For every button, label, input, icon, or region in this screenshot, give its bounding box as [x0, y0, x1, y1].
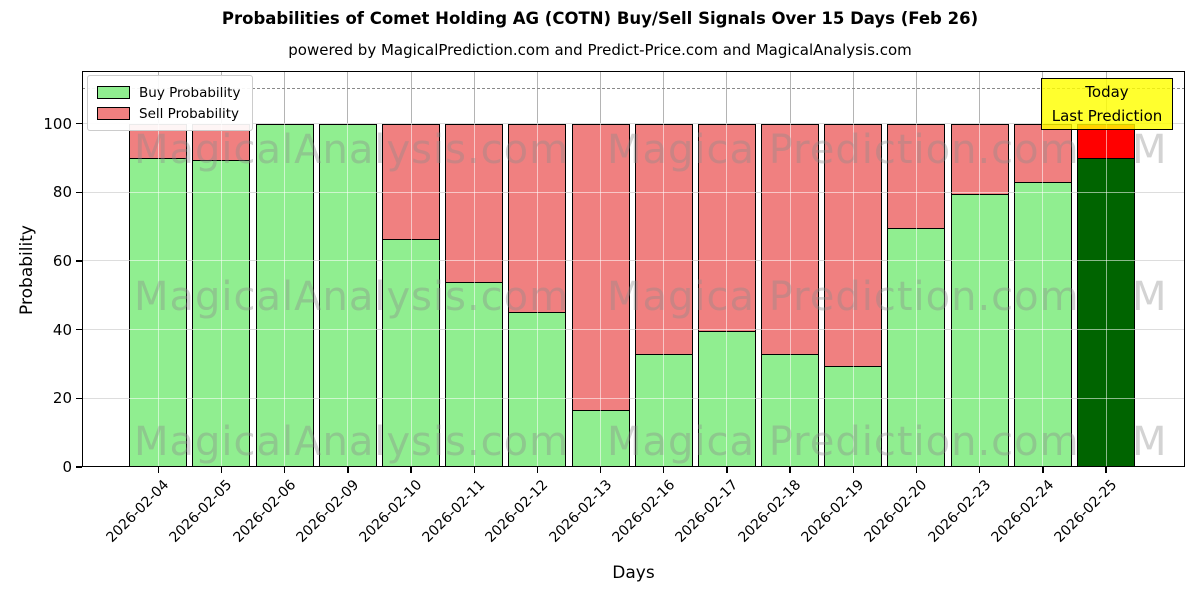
- vertical-gridline-overlay: [536, 123, 538, 467]
- watermark-text: M: [1132, 419, 1168, 465]
- y-tick-label: 40: [52, 320, 72, 339]
- vertical-gridline-overlay: [915, 123, 917, 467]
- vertical-gridline-overlay: [157, 123, 159, 467]
- watermark-text: Magica Prediction.com: [607, 127, 1080, 173]
- watermark-text: MagicalAnalysis.com: [134, 127, 570, 173]
- horizontal-gridline-overlay: [82, 397, 1185, 399]
- horizontal-gridline-overlay: [82, 191, 1185, 193]
- vertical-gridline-overlay: [284, 123, 286, 467]
- sell-swatch-icon: [97, 107, 130, 120]
- y-tick-label: 60: [52, 251, 72, 270]
- y-tick-label: 0: [62, 458, 72, 476]
- y-tick-mark: [76, 466, 82, 468]
- plot-area: MagicalAnalysis.com Magica Prediction.com…: [82, 71, 1185, 467]
- buy-swatch-icon: [97, 86, 130, 99]
- x-tick-mark: [220, 467, 223, 473]
- threshold-dashed-line: [82, 88, 1185, 90]
- legend-row-sell: Sell Probability: [97, 103, 240, 124]
- x-tick-mark: [410, 467, 412, 473]
- annotation-line-1: Today: [1085, 83, 1129, 101]
- y-tick-mark: [76, 397, 82, 399]
- x-tick-mark: [283, 467, 286, 473]
- chart-title: Probabilities of Comet Holding AG (COTN)…: [221, 9, 979, 28]
- y-axis-label: Probability: [17, 225, 37, 315]
- horizontal-gridline-overlay: [82, 329, 1185, 331]
- x-tick-mark: [663, 467, 665, 473]
- vertical-gridline-overlay: [600, 123, 602, 467]
- y-tick-label: 100: [43, 114, 72, 133]
- vertical-gridline-overlay: [789, 123, 791, 467]
- vertical-gridline-overlay: [347, 123, 349, 467]
- vertical-gridline-overlay: [220, 123, 222, 467]
- x-tick-mark: [915, 467, 918, 473]
- vertical-gridline-overlay: [1042, 123, 1044, 467]
- y-tick-mark: [76, 122, 82, 125]
- horizontal-gridline-overlay: [82, 260, 1185, 262]
- x-tick-mark: [852, 467, 854, 473]
- x-tick-mark: [473, 467, 475, 473]
- vertical-gridline-overlay: [473, 123, 475, 467]
- x-axis-label: Days: [612, 563, 655, 583]
- y-tick-mark: [76, 191, 82, 193]
- x-tick-mark: [1105, 467, 1107, 473]
- y-tick-label: 80: [52, 183, 72, 202]
- today-annotation-box: Today Last Prediction: [1041, 78, 1173, 130]
- y-tick-label: 20: [52, 389, 72, 408]
- legend-label-buy: Buy Probability: [139, 84, 241, 101]
- vertical-gridline-overlay: [410, 123, 412, 467]
- watermark-text: M: [1132, 127, 1168, 173]
- chart-legend: Buy Probability Sell Probability: [87, 75, 254, 131]
- vertical-gridline-overlay: [852, 123, 854, 467]
- watermark-text: MagicalAnalysis.com: [134, 274, 570, 320]
- x-tick-mark: [347, 467, 349, 473]
- watermark-text: MagicalAnalysis.com: [134, 419, 570, 465]
- y-tick-mark: [76, 260, 82, 262]
- vertical-gridline-overlay: [979, 123, 981, 467]
- watermark-text: Magica Prediction.com: [607, 419, 1080, 465]
- annotation-line-2: Last Prediction: [1051, 107, 1163, 125]
- watermark-text: Magica Prediction.com: [607, 274, 1080, 320]
- x-tick-mark: [978, 467, 981, 473]
- legend-label-sell: Sell Probability: [139, 105, 240, 122]
- vertical-gridline-overlay: [1105, 123, 1107, 467]
- y-tick-mark: [76, 328, 82, 331]
- watermark-text: M: [1132, 274, 1168, 320]
- chart-subtitle: powered by MagicalPrediction.com and Pre…: [288, 41, 912, 59]
- x-tick-mark: [1042, 467, 1044, 473]
- x-tick-mark: [536, 467, 539, 473]
- vertical-gridline-overlay: [726, 123, 728, 467]
- x-tick-mark: [789, 467, 791, 473]
- x-tick-mark: [599, 467, 602, 473]
- legend-row-buy: Buy Probability: [97, 82, 240, 103]
- x-tick-mark: [157, 467, 159, 473]
- horizontal-gridline-overlay: [82, 123, 1185, 125]
- vertical-gridline-overlay: [663, 123, 665, 467]
- x-tick-mark: [726, 467, 728, 473]
